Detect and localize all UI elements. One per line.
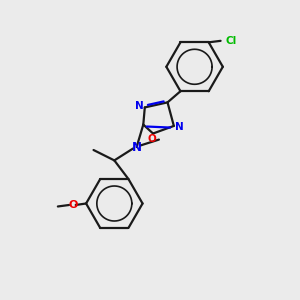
Text: Cl: Cl (225, 36, 236, 46)
Text: N: N (135, 101, 144, 111)
Text: N: N (132, 140, 142, 154)
Text: O: O (68, 200, 77, 210)
Text: O: O (147, 134, 156, 144)
Text: N: N (175, 122, 183, 131)
